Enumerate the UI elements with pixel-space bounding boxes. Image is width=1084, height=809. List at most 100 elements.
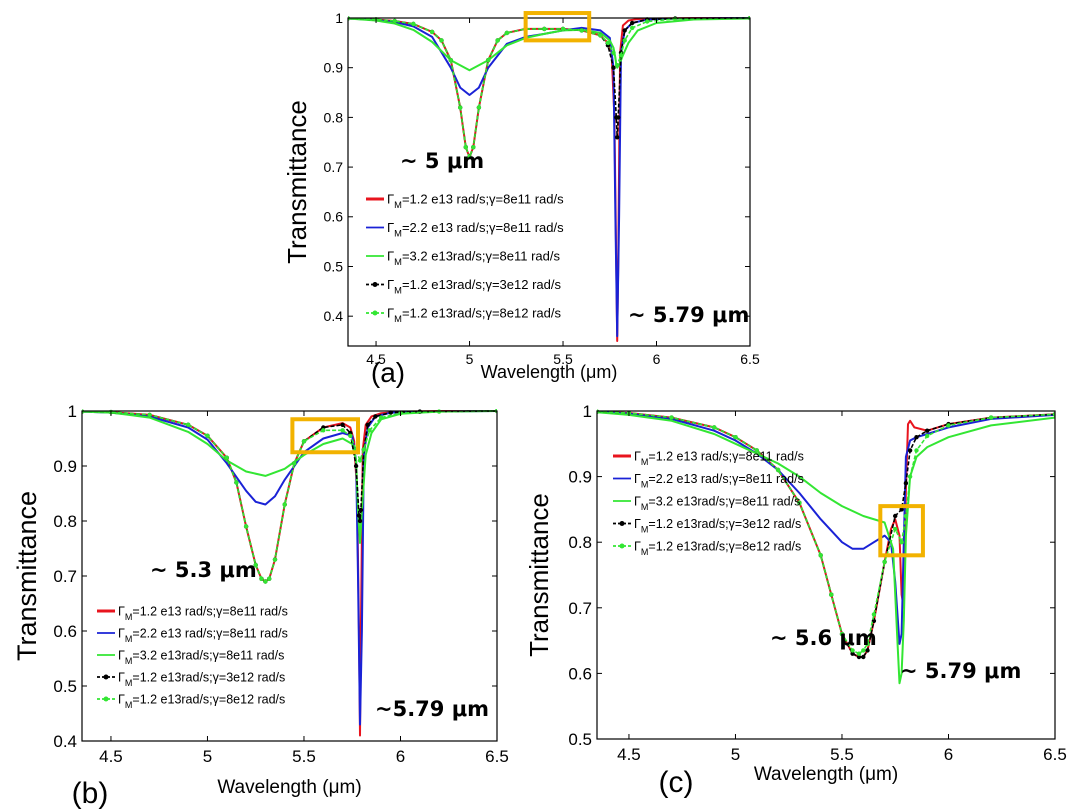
x-tick-label: 4.5 [617,745,641,764]
series-point-5 [267,576,272,581]
x-tick-label: 6.5 [485,747,509,766]
series-point-4 [899,507,904,512]
series-point-5 [605,40,611,45]
series-point-4 [373,414,378,419]
x-tick-label: 5 [466,351,474,367]
y-tick-label: 0.7 [324,159,344,175]
series-point-5 [321,428,326,433]
y-axis-label: Transmittance [12,491,42,661]
series-point-5 [988,415,994,420]
series-line-4 [82,410,497,583]
legend-marker [372,282,378,287]
x-tick-label: 5.5 [292,747,316,766]
x-tick-label: 6 [944,745,953,764]
series-point-5 [622,38,627,43]
series-point-4 [856,654,862,660]
series-point-4 [615,135,620,140]
series-point-5 [367,428,372,433]
series-point-5 [850,648,855,653]
series-point-5 [186,422,191,427]
y-tick-label: 0.9 [53,457,77,476]
legend-entry: ΓM=1.2 e13rad/s;γ=8e12 rad/s [634,539,801,556]
legend-marker [103,696,109,702]
y-tick-label: 0.5 [568,730,592,749]
series-point-4 [903,481,909,486]
series-point-4 [630,20,635,26]
y-tick-label: 0.6 [568,664,592,683]
series-point-5 [611,50,616,55]
legend-marker [103,674,109,680]
series-point-5 [379,415,384,420]
y-tick-label: 0.6 [53,622,77,641]
legend-marker [619,543,625,549]
y-tick-label: 0.7 [568,599,592,618]
series-point-5 [392,18,397,24]
series-point-4 [925,428,930,433]
series-point-4 [622,28,627,33]
series-point-5 [630,25,635,31]
series-point-5 [504,30,510,36]
legend-entry: ΓM=2.2 e13 rad/s;γ=8e11 rad/s [634,472,804,489]
series-point-5 [775,467,781,473]
x-axis-label: Wavelength (μm) [217,777,361,798]
plot-area [348,16,750,342]
series-point-5 [471,145,476,150]
series-point-5 [486,58,491,63]
highlight-box [523,11,592,43]
series-point-4 [357,518,363,524]
legend-entry: ΓM=3.2 e13rad/s;γ=8e11 rad/s [634,494,800,511]
series-point-5 [253,562,258,568]
series-point-4 [353,463,359,469]
series-point-5 [645,19,650,24]
series-point-5 [818,553,823,558]
legend-entry: ΓM=1.2 e13rad/s;γ=8e12 rad/s [387,306,561,325]
y-tick-label: 1 [583,402,592,421]
peak-annotation: ~ 5.3 μm [150,558,257,582]
peak-annotation: ~5.79 μm [375,697,489,721]
y-tick-label: 0.6 [324,209,344,225]
series-point-5 [361,447,366,452]
x-axis-label: Wavelength (μm) [754,764,898,785]
y-axis-label: Transmittance [524,493,554,657]
series-point-5 [946,423,951,428]
series-point-5 [733,435,738,440]
series-point-5 [476,105,482,110]
series-point-5 [598,33,603,38]
x-tick-label: 6 [396,747,405,766]
legend-entry: ΓM=1.2 e13rad/s;γ=3e12 rad/s [634,517,801,534]
panel-label: (c) [659,766,694,799]
y-tick-label: 1 [335,10,343,26]
series-point-5 [458,105,463,110]
series-point-4 [907,448,913,453]
axes-frame [347,17,751,347]
series-point-5 [669,415,674,420]
y-tick-label: 0.8 [324,109,344,125]
series-point-4 [365,422,370,427]
series-point-5 [429,29,435,35]
series-line-1 [82,410,497,737]
highlight-box [878,504,925,558]
x-tick-label: 4.5 [366,351,386,367]
y-tick-label: 0.9 [568,468,592,487]
highlight-box [290,417,361,455]
panel-label: (a) [371,357,405,388]
series-line-3 [597,411,1055,685]
series-point-5 [439,38,444,43]
series-point-5 [263,579,268,584]
series-point-5 [839,631,845,637]
series-point-4 [340,422,345,427]
series-point-5 [224,455,229,460]
series-point-5 [925,433,930,439]
series-point-5 [914,448,919,453]
series-line-3 [348,17,750,72]
series-point-4 [893,513,898,519]
x-tick-label: 5 [203,747,212,766]
y-tick-label: 0.5 [324,258,344,274]
series-point-5 [903,513,909,519]
panel-label: (b) [72,777,109,809]
peak-annotation: ~ 5.6 μm [770,626,877,650]
series-point-4 [865,648,870,653]
series-point-5 [871,612,877,617]
series-point-5 [907,474,913,479]
